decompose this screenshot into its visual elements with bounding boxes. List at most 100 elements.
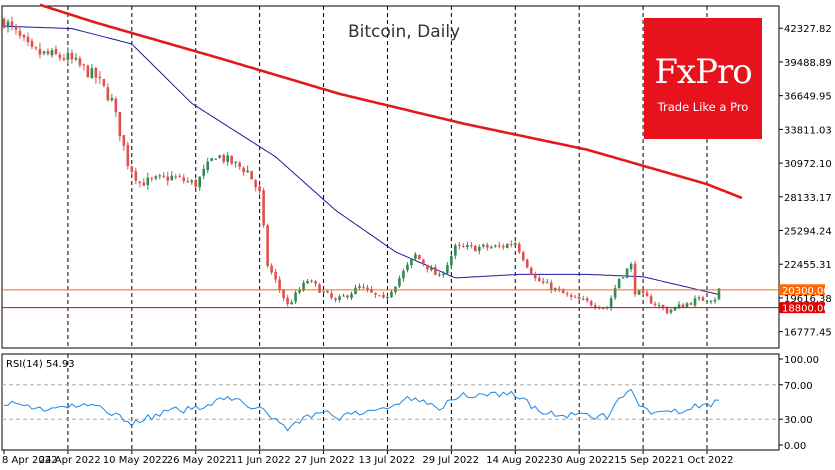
candle [573, 294, 577, 298]
candle [537, 275, 541, 282]
candle-body [398, 278, 401, 287]
candle-body [234, 161, 237, 163]
candle-body [246, 170, 249, 173]
candle-body [406, 264, 409, 271]
candle-body [505, 244, 509, 248]
candle [86, 64, 90, 78]
candle-body [657, 305, 661, 307]
candle-body [689, 303, 693, 305]
candle-body [625, 268, 629, 278]
candle-body [270, 265, 273, 273]
candle [314, 280, 317, 287]
candle [2, 16, 6, 29]
fxpro-logo: FxPro Trade Like a Pro [644, 18, 762, 139]
candle-body [202, 169, 206, 176]
candle [218, 154, 221, 159]
candle-body [334, 298, 337, 301]
candle [490, 245, 493, 249]
candle-body [434, 267, 437, 275]
candle-body [326, 290, 329, 293]
candle [406, 262, 409, 273]
candle [298, 287, 301, 295]
candle-body [158, 175, 162, 177]
candle-body [106, 87, 110, 101]
candle-body [681, 304, 685, 308]
candle-body [162, 175, 166, 177]
candle [625, 267, 629, 279]
price-tick-label: 28133.17 [784, 193, 832, 204]
candle-body [454, 245, 457, 256]
date-tick-label: 27 Jun 2022 [295, 455, 355, 466]
candle-body [501, 245, 505, 248]
candle [206, 157, 210, 174]
candle-body [70, 52, 74, 60]
candle [462, 243, 465, 248]
rsi-panel-border [1, 353, 780, 451]
candle-body [482, 244, 485, 247]
candle [254, 179, 257, 192]
candle-body [38, 49, 42, 55]
candle-body [174, 176, 178, 178]
candle-body [577, 296, 581, 300]
candle [114, 96, 118, 118]
candle [186, 177, 190, 183]
candle-body [490, 247, 493, 249]
candle-body [494, 245, 497, 247]
candle-body [581, 298, 585, 300]
price-level-label: 18800.00 [782, 304, 830, 315]
candle [270, 263, 273, 275]
candle-body [54, 48, 58, 55]
candle [645, 290, 649, 297]
candle-body [569, 295, 573, 297]
candle-body [102, 78, 106, 86]
candle [282, 288, 285, 301]
candle [382, 291, 385, 299]
candle [589, 299, 593, 307]
candle-body [46, 51, 50, 55]
candle-body [717, 288, 721, 300]
candle [18, 26, 22, 40]
candle [326, 290, 329, 294]
candle [182, 174, 186, 184]
candle [701, 295, 705, 302]
candle-body [98, 76, 102, 79]
candle [22, 34, 26, 41]
candle [262, 187, 265, 228]
candle-body [134, 171, 138, 181]
price-panel-border [1, 5, 780, 349]
candle [426, 264, 429, 273]
price-tick-label: 30972.10 [784, 159, 832, 170]
candle-body [130, 166, 134, 172]
candle-body [462, 245, 465, 247]
date-tick-label: 26 May 2022 [167, 455, 232, 466]
candle-body [62, 58, 66, 60]
candle-body [561, 289, 565, 294]
candle [166, 171, 170, 186]
candle-body [713, 299, 717, 302]
price-tick-label: 25294.24 [784, 227, 832, 238]
candle-body [242, 167, 245, 173]
candle-body [641, 290, 645, 293]
candle-body [10, 21, 14, 26]
candle-body [42, 51, 46, 54]
candle [641, 289, 645, 295]
candle-body [474, 245, 477, 252]
candle [318, 283, 321, 293]
candle-body [22, 34, 26, 38]
candle [577, 295, 581, 300]
date-tick-label: 8 Apr 2022 [2, 455, 57, 466]
candle [494, 244, 497, 248]
candle [170, 171, 174, 181]
candle [346, 294, 349, 300]
price-axis: 42327.82 39488.89 36649.95 33811.03 30972.10… [779, 24, 832, 339]
candle [42, 50, 46, 56]
price-tick-label: 42327.82 [784, 24, 832, 35]
candle-body [262, 190, 265, 226]
candle [138, 181, 142, 188]
candle [286, 294, 289, 307]
candle-body [350, 293, 353, 298]
rsi-panel: RSI(14) 54.93 100.00 70.00 30.00 0.00 [2, 355, 819, 452]
candle-body [358, 286, 361, 288]
candle [497, 241, 501, 249]
fast-moving-average-line [3, 25, 719, 295]
